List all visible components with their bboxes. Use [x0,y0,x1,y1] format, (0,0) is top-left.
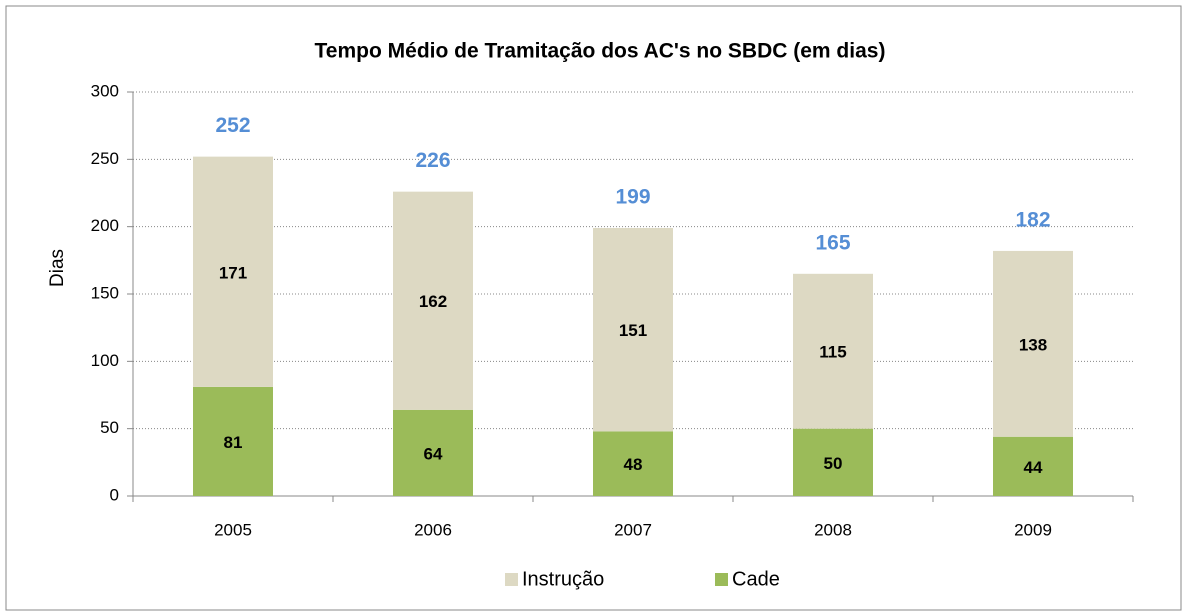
data-label: 171 [219,263,247,282]
total-label: 199 [615,186,650,209]
total-label: 252 [215,114,250,137]
data-label: 81 [224,433,243,452]
legend-label: Instrução [522,568,604,590]
x-tick-label: 2009 [1014,520,1052,539]
data-label: 151 [619,321,647,340]
y-tick-label: 150 [91,283,119,302]
data-label: 44 [1024,458,1043,477]
total-label: 182 [1015,208,1050,231]
bar-segment [593,228,673,432]
bar-segment [993,250,1073,437]
x-tick-label: 2008 [814,520,852,539]
data-label: 115 [819,343,846,362]
y-tick-label: 100 [91,351,119,370]
chart-title: Tempo Médio de Tramitação dos AC's no SB… [315,40,886,63]
y-axis-label: Dias [47,249,68,287]
bar-segment [393,191,473,410]
data-label: 50 [824,454,843,473]
bar-segment [193,156,273,387]
total-label: 165 [815,231,850,254]
legend-label: Cade [732,568,780,590]
y-tick-label: 300 [91,81,119,100]
y-tick-label: 50 [100,418,119,437]
y-tick-label: 250 [91,149,119,168]
legend-swatch [715,573,728,586]
bar-segment [193,386,273,496]
data-label: 138 [1019,335,1047,354]
bar-segment [393,409,473,496]
legend-swatch [505,573,518,586]
x-tick-label: 2006 [414,520,452,539]
y-tick-label: 0 [110,485,119,504]
data-label: 48 [624,455,643,474]
bar-segment [993,436,1073,496]
bar-segment [593,431,673,496]
x-tick-label: 2007 [614,520,652,539]
bar-segment [793,273,873,429]
data-label: 64 [424,444,443,463]
bar-segment [793,428,873,496]
x-tick-label: 2005 [214,520,252,539]
total-label: 226 [415,149,450,172]
data-label: 162 [419,292,447,311]
y-tick-label: 200 [91,216,119,235]
